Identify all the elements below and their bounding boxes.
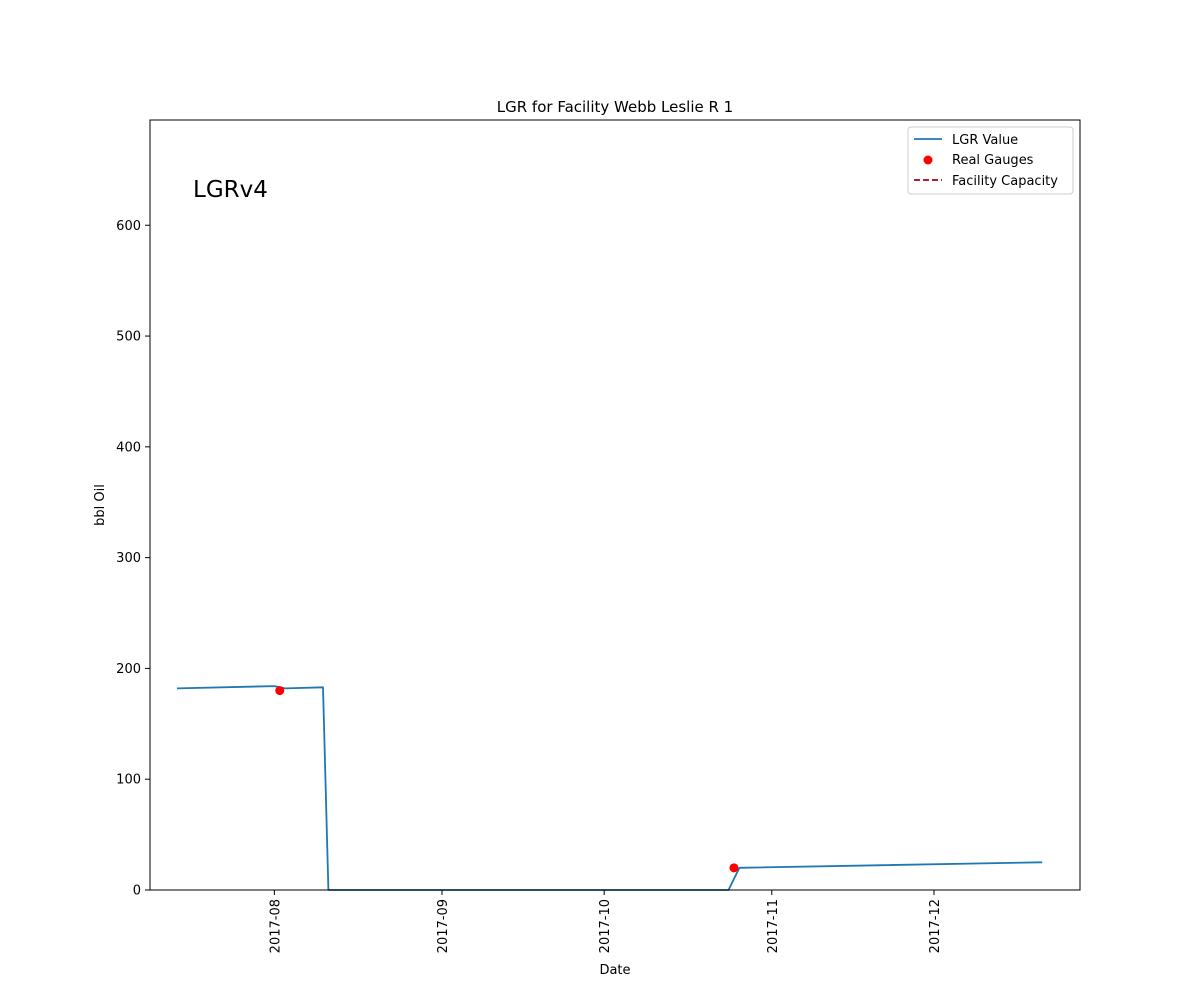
series-point-real-gauges <box>729 863 739 873</box>
y-tick-label: 100 <box>116 773 141 788</box>
x-tick-label: 2017-08 <box>268 899 283 953</box>
series-line-lgr-value <box>176 685 1043 891</box>
y-tick-label: 600 <box>116 219 141 234</box>
plot-area <box>150 120 1080 890</box>
y-axis-label: bbl Oil <box>93 484 108 526</box>
chart-title: LGR for Facility Webb Leslie R 1 <box>497 98 733 116</box>
legend: LGR Value Real Gauges Facility Capacity <box>907 126 1074 195</box>
chart-annotation: LGRv4 <box>193 177 268 203</box>
x-tick-label: 2017-12 <box>928 899 943 953</box>
x-tick-label: 2017-11 <box>766 899 781 953</box>
legend-label-lgr-value: LGR Value <box>952 133 1018 148</box>
x-axis-label: Date <box>599 963 630 978</box>
x-axis: 2017-08 2017-09 2017-10 2017-11 2017-12 <box>268 890 943 953</box>
legend-label-facility-capacity: Facility Capacity <box>952 174 1058 189</box>
series-layer <box>176 685 1043 891</box>
y-tick-label: 300 <box>116 551 141 566</box>
x-tick-label: 2017-09 <box>436 899 451 953</box>
legend-box <box>907 126 1074 195</box>
x-tick-label: 2017-10 <box>598 899 613 953</box>
y-tick-label: 400 <box>116 440 141 455</box>
y-tick-label: 200 <box>116 662 141 677</box>
legend-label-real-gauges: Real Gauges <box>952 153 1034 168</box>
y-tick-label: 500 <box>116 330 141 345</box>
plot-frame <box>149 119 1081 891</box>
y-axis: 0 100 200 300 400 500 600 <box>116 219 150 899</box>
y-tick-label: 0 <box>133 884 141 899</box>
legend-swatch-real-gauges <box>923 155 933 165</box>
series-point-real-gauges <box>275 686 285 696</box>
